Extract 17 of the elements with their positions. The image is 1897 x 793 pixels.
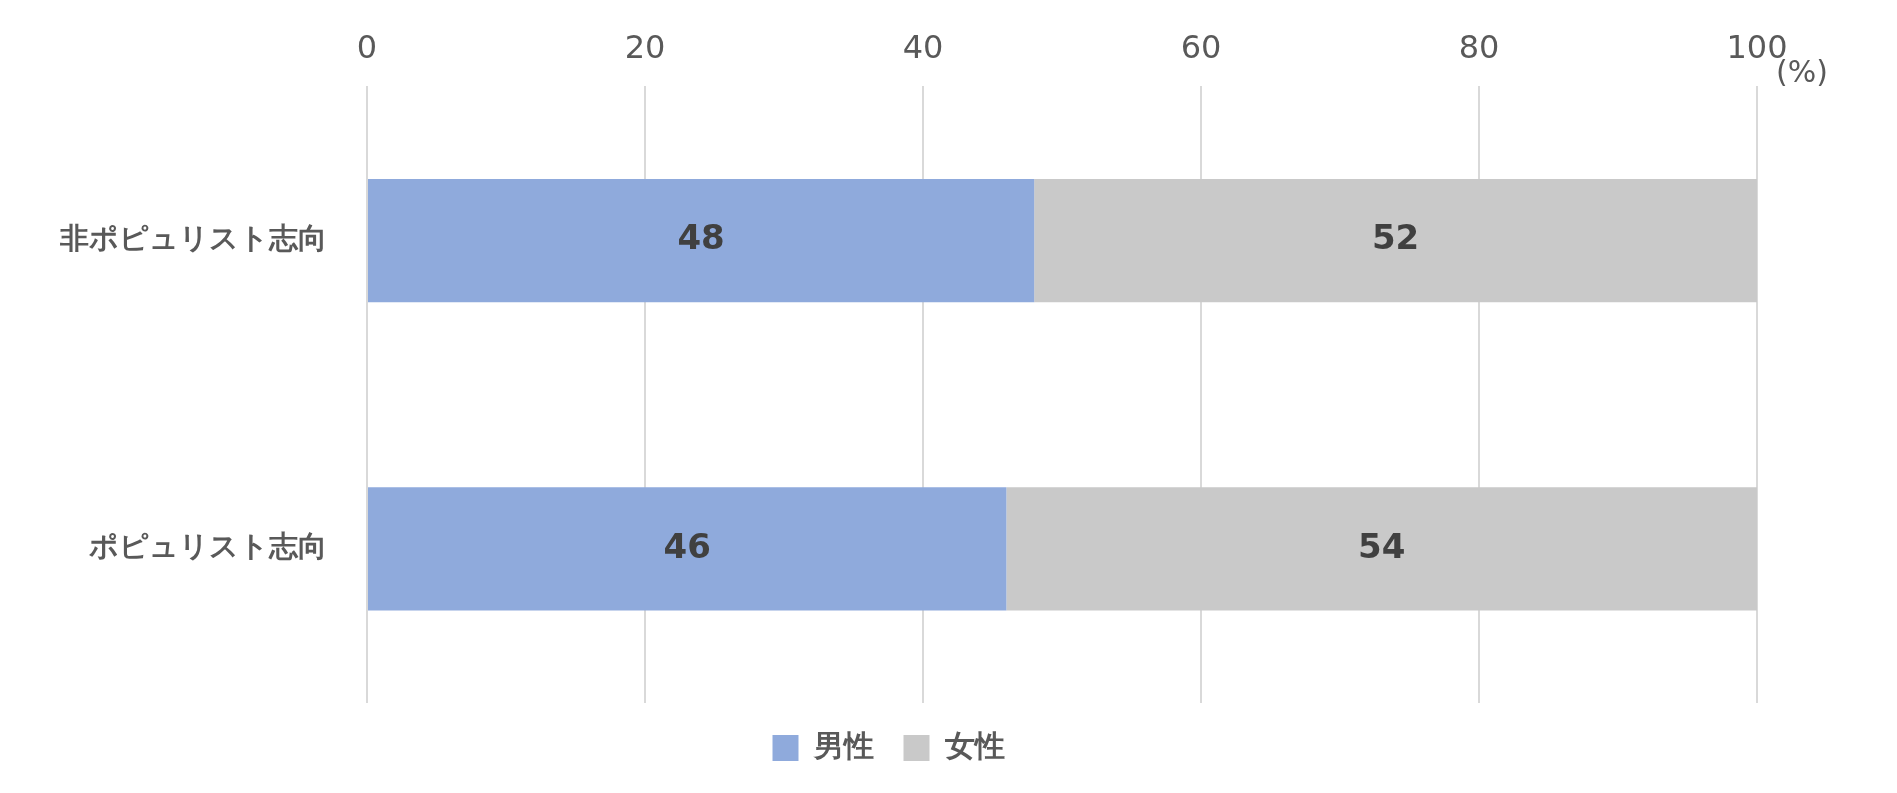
data-label: 48 bbox=[677, 217, 725, 258]
y-tick-label: 非ポピュリスト志向 bbox=[59, 221, 327, 256]
x-tick-label: 60 bbox=[1180, 27, 1222, 66]
data-label: 46 bbox=[663, 525, 711, 566]
data-label: 52 bbox=[1371, 217, 1420, 258]
bar bbox=[1006, 487, 1757, 611]
bar bbox=[368, 487, 1007, 611]
legend-label: 女性 bbox=[943, 727, 1005, 763]
x-tick-label: 20 bbox=[624, 27, 666, 66]
bar bbox=[1034, 178, 1757, 303]
x-tick-label: 80 bbox=[1458, 27, 1500, 66]
x-tick-label: 40 bbox=[902, 27, 944, 66]
y-tick-label: ポピュリスト志向 bbox=[89, 529, 327, 564]
x-tick-label: 0 bbox=[356, 27, 378, 66]
data-label: 54 bbox=[1358, 525, 1406, 566]
legend-label: 男性 bbox=[812, 727, 874, 763]
bar bbox=[368, 178, 1035, 303]
